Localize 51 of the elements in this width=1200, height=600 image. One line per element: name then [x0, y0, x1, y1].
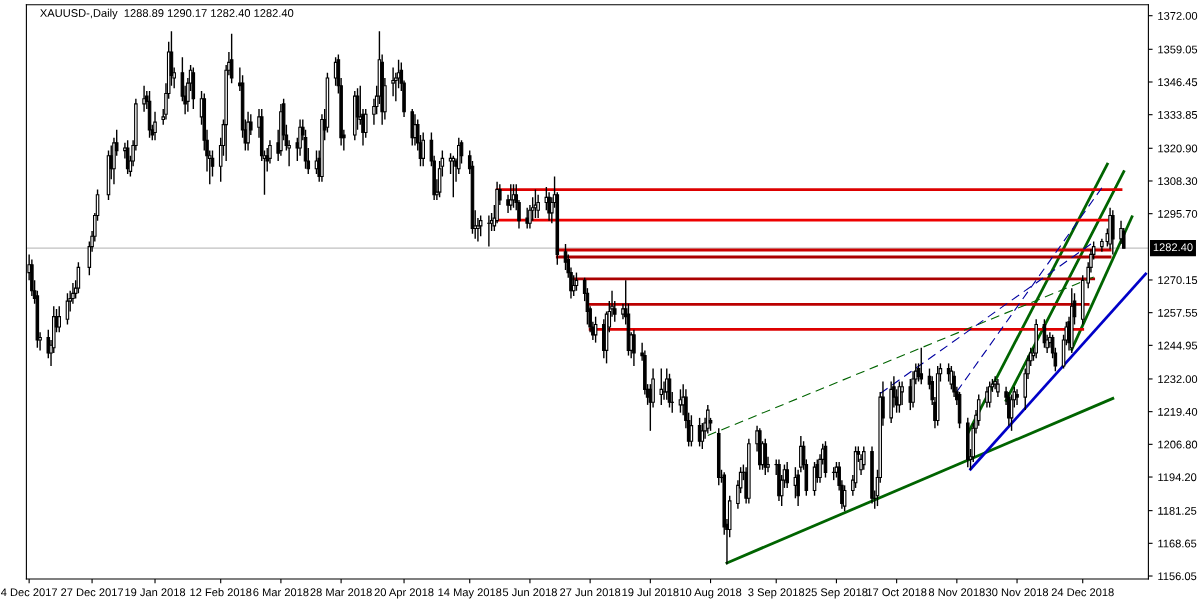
candlestick: [1119, 219, 1123, 245]
x-tick-label: 3 Sep 2018: [748, 588, 805, 599]
y-tick-label: 1168.65: [1158, 539, 1197, 548]
y-tick-label: 1270.15: [1158, 276, 1198, 285]
y-tick-label: 1219.40: [1158, 407, 1198, 416]
y-tick-label: 1320.90: [1158, 144, 1198, 153]
candlestick: [298, 118, 302, 157]
y-tick-label: 1359.05: [1158, 45, 1198, 54]
x-tick-label: 24 Dec 2018: [1051, 588, 1114, 597]
candlestick: [632, 328, 636, 367]
y-tick-label: 1156.05: [1158, 572, 1197, 581]
x-tick-label: 10 Aug 2018: [680, 588, 742, 599]
candlestick: [391, 66, 395, 97]
x-tick-label: 20 Apr 2018: [374, 588, 434, 599]
x-tick-label: 8 Nov 2018: [928, 588, 985, 597]
x-tick-label: 6 Mar 2018: [253, 588, 309, 597]
x-tick-label: 5 Jun 2018: [502, 588, 557, 597]
candlestick: [246, 111, 250, 152]
candlestick: [478, 214, 483, 237]
x-tick-label: 19 Jan 2018: [125, 588, 186, 597]
y-tick-label: 1295.70: [1158, 209, 1198, 218]
x-tick-label: 17 Oct 2018: [867, 588, 927, 597]
candlestick: [525, 207, 529, 230]
chart-title: XAUUSD-,Daily 1288.89 1290.17 1282.40 1282.40: [40, 8, 294, 20]
candlestick: [547, 191, 551, 222]
y-tick-label: 1257.55: [1158, 308, 1198, 317]
x-tick-label: 4 Dec 2017: [0, 588, 57, 597]
y-tick-label: 1333.85: [1158, 110, 1198, 119]
ref-line-label: 1282.40: [1153, 243, 1193, 252]
candlestick: [862, 445, 866, 471]
candlestick: [659, 367, 664, 406]
candlestick: [142, 85, 146, 113]
x-tick-label: 27 Jun 2018: [560, 588, 621, 597]
y-tick-label: 1308.30: [1158, 177, 1198, 186]
y-tick-label: 1244.95: [1158, 341, 1198, 350]
candlestick: [985, 386, 989, 409]
x-tick-label: 28 Mar 2018: [310, 588, 372, 597]
y-tick-label: 1232.00: [1158, 375, 1198, 384]
candlestick: [1015, 388, 1019, 406]
y-tick-label: 1206.80: [1158, 440, 1198, 449]
x-tick-label: 19 Jul 2018: [622, 588, 679, 597]
y-tick-label: 1194.20: [1158, 473, 1197, 482]
candlestick: [996, 378, 1000, 398]
x-tick-label: 25 Sep 2018: [805, 588, 868, 599]
x-tick-label: 27 Dec 2017: [61, 588, 124, 597]
x-tick-label: 30 Nov 2018: [985, 588, 1049, 597]
y-tick-label: 1181.25: [1158, 506, 1197, 515]
x-tick-label: 14 May 2018: [438, 588, 502, 599]
x-tick-label: 12 Feb 2018: [190, 588, 252, 597]
y-tick-label: 1346.45: [1158, 78, 1198, 87]
y-tick-label: 1372.00: [1158, 11, 1198, 20]
